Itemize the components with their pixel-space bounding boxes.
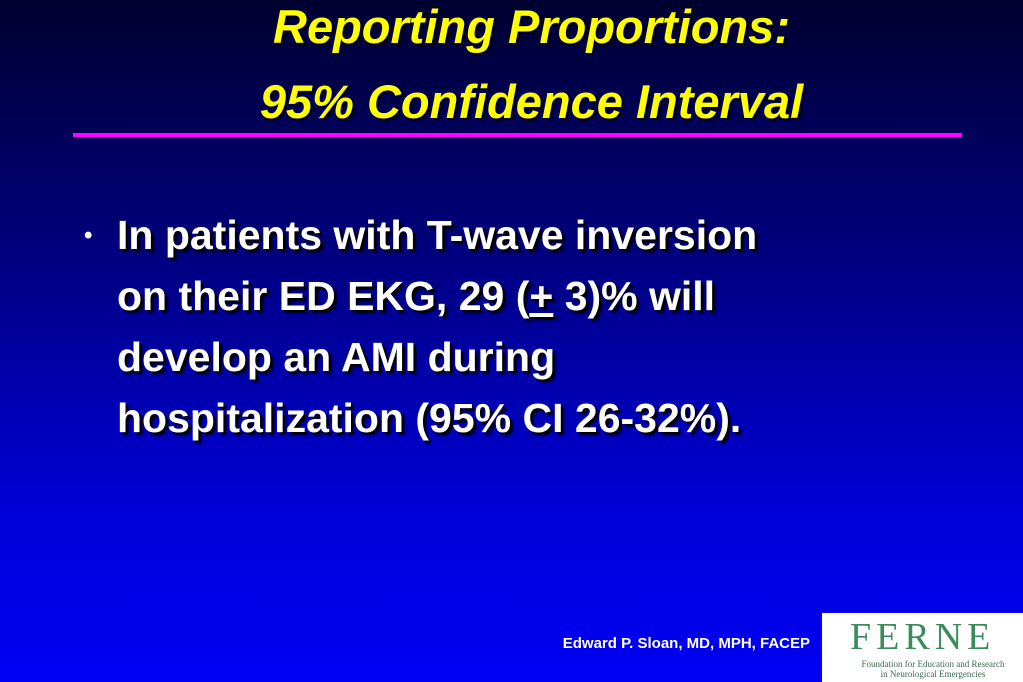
bullet-line: hospitalization (95% CI 26-32%).: [117, 395, 742, 441]
logo-name: FERNE: [850, 616, 996, 658]
plus-minus: +: [529, 273, 554, 319]
bullet-line: In patients with T-wave inversion: [117, 212, 758, 258]
bullet-text: In patients with T-wave inversion on the…: [117, 205, 997, 449]
title-line: Reporting Proportions:: [273, 0, 790, 53]
footer-author: Edward P. Sloan, MD, MPH, FACEP: [562, 635, 810, 652]
logo: FERNE Foundation for Education and Resea…: [822, 613, 1023, 682]
bullet-dot: •: [84, 222, 93, 249]
logo-subtitle: in Neurological Emergencies: [880, 669, 986, 679]
title-line: 95% Confidence Interval: [259, 75, 804, 128]
text: 3)% will: [553, 273, 716, 319]
title-rule: [73, 133, 962, 137]
logo-subtitle: Foundation for Education and Research: [861, 659, 1005, 669]
bullet-line: on their ED EKG, 29 (+ 3)% will: [117, 266, 997, 327]
text: on their ED EKG, 29 (: [117, 273, 530, 319]
bullet-line: develop an AMI during: [117, 334, 556, 380]
